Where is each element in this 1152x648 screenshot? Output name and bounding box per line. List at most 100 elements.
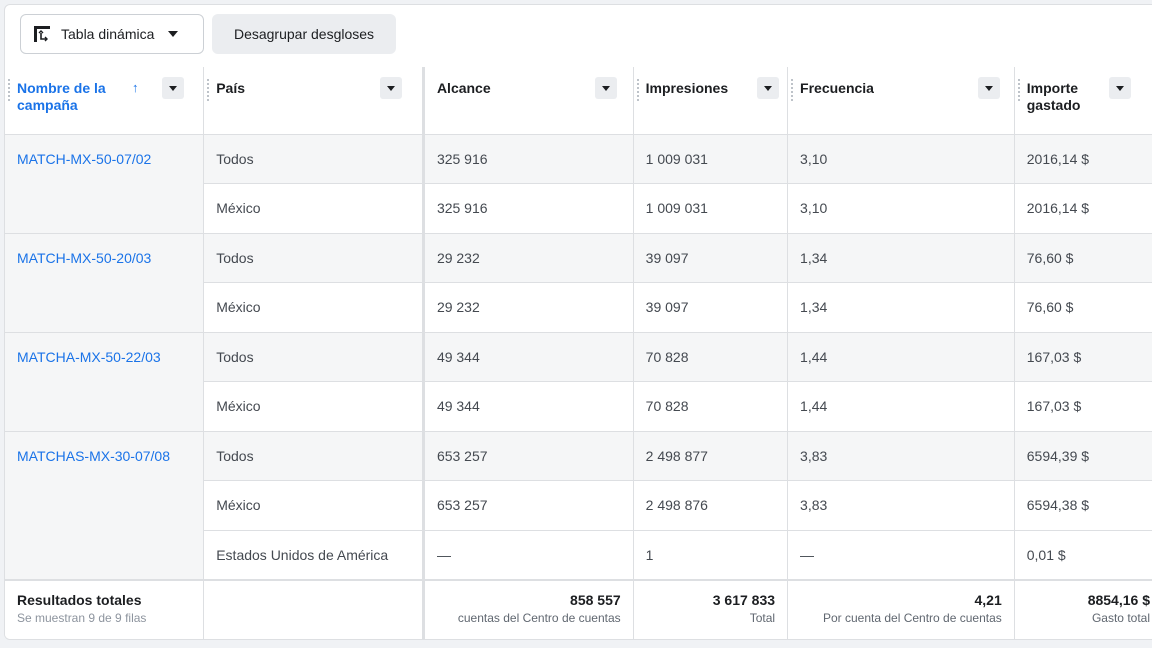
amount-spent-cell: 2016,14 $	[1014, 134, 1152, 184]
caret-down-icon	[763, 85, 772, 91]
column-menu-button[interactable]	[756, 77, 779, 99]
country-cell: Todos	[203, 233, 425, 283]
campaign-name-link[interactable]: MATCH-MX-50-20/03	[17, 250, 152, 266]
impressions-cell: 39 097	[633, 282, 789, 333]
campaign-cell: MATCHA-MX-50-22/03	[5, 332, 205, 382]
totals-impressions-cell: 3 617 833 Total	[633, 578, 789, 639]
pivot-table-label: Tabla dinámica	[61, 26, 155, 42]
impressions-cell: 1	[633, 530, 789, 580]
totals-impressions-value: 3 617 833	[712, 591, 776, 608]
table-row: MATCH-MX-50-07/02 Todos 325 916 1 009 03…	[5, 134, 1152, 184]
campaign-name-link[interactable]: MATCHA-MX-50-22/03	[17, 349, 161, 365]
country-cell: México	[203, 282, 425, 333]
reach-cell: 49 344	[423, 381, 634, 432]
table-header-row: Nombre de la campaña ↑ País Alcance Impr…	[5, 67, 1152, 135]
frequency-cell: 1,44	[787, 332, 1015, 382]
frequency-cell: 3,10	[787, 183, 1015, 234]
totals-country-cell	[203, 578, 425, 639]
impressions-cell: 70 828	[633, 381, 789, 432]
column-header-label: Importe gastado	[1026, 80, 1081, 113]
column-drag-handle[interactable]	[1017, 79, 1020, 101]
column-drag-handle[interactable]	[207, 79, 210, 101]
campaign-cell	[5, 480, 205, 530]
campaign-cell	[5, 183, 205, 234]
frequency-cell: —	[787, 530, 1015, 580]
frequency-cell: 1,34	[787, 233, 1015, 283]
totals-reach-value: 858 557	[570, 591, 621, 608]
amount-spent-cell: 0,01 $	[1014, 530, 1152, 580]
totals-amount-spent-cell: 8854,16 $ Gasto total	[1014, 578, 1152, 639]
reach-cell: 49 344	[423, 332, 634, 382]
frequency-cell: 3,83	[787, 431, 1015, 481]
reach-cell: 325 916	[423, 134, 634, 184]
totals-impressions-label: Total	[749, 610, 776, 625]
table-row: México 29 232 39 097 1,34 76,60 $	[5, 282, 1152, 333]
results-table: Nombre de la campaña ↑ País Alcance Impr…	[5, 67, 1152, 639]
table-row: México 325 916 1 009 031 3,10 2016,14 $	[5, 183, 1152, 234]
totals-spent-value: 8854,16 $	[1087, 591, 1150, 608]
impressions-cell: 1 009 031	[633, 134, 789, 184]
caret-down-icon	[169, 85, 177, 91]
column-drag-handle[interactable]	[636, 79, 639, 101]
column-header-label: Impresiones	[645, 80, 729, 96]
reach-cell: 325 916	[423, 183, 634, 234]
totals-frequency-label: Por cuenta del Centro de cuentas	[822, 610, 1002, 625]
table-row: MATCH-MX-50-20/03 Todos 29 232 39 097 1,…	[5, 233, 1152, 283]
column-menu-button[interactable]	[380, 77, 403, 99]
column-header-label: Nombre de la campaña	[17, 80, 106, 113]
column-header-reach[interactable]: Alcance	[423, 67, 634, 135]
totals-title-cell: Resultados totales Se muestran 9 de 9 fi…	[5, 578, 205, 639]
column-header-label: Frecuencia	[800, 80, 874, 96]
amount-spent-cell: 6594,39 $	[1014, 431, 1152, 481]
impressions-cell: 2 498 876	[633, 480, 789, 531]
column-header-campaign[interactable]: Nombre de la campaña ↑	[5, 67, 205, 135]
column-header-frequency[interactable]: Frecuencia	[787, 67, 1015, 135]
toolbar: Tabla dinámica Desagrupar desgloses	[5, 5, 1152, 67]
country-cell: Todos	[203, 134, 425, 184]
column-menu-button[interactable]	[978, 77, 1001, 99]
totals-reach-cell: 858 557 cuentas del Centro de cuentas	[423, 578, 634, 639]
amount-spent-cell: 2016,14 $	[1014, 183, 1152, 234]
campaign-cell	[5, 381, 205, 432]
ungroup-breakdowns-button[interactable]: Desagrupar desgloses	[212, 14, 396, 54]
reach-cell: 29 232	[423, 233, 634, 283]
amount-spent-cell: 167,03 $	[1014, 381, 1152, 432]
column-drag-handle[interactable]	[8, 79, 10, 101]
reach-cell: 653 257	[423, 480, 634, 531]
impressions-cell: 2 498 877	[633, 431, 789, 481]
campaign-cell: MATCH-MX-50-20/03	[5, 233, 205, 283]
caret-down-icon	[387, 85, 396, 91]
totals-frequency-cell: 4,21 Por cuenta del Centro de cuentas	[787, 578, 1015, 639]
country-cell: México	[203, 183, 425, 234]
column-menu-button[interactable]	[1108, 77, 1131, 99]
reach-cell: 29 232	[423, 282, 634, 333]
pivot-table-button[interactable]: Tabla dinámica	[20, 14, 204, 54]
impressions-cell: 1 009 031	[633, 183, 789, 234]
campaign-name-link[interactable]: MATCHAS-MX-30-07/08	[17, 448, 171, 464]
column-header-country[interactable]: País	[203, 67, 425, 135]
frequency-cell: 1,44	[787, 381, 1015, 432]
sort-ascending-icon[interactable]: ↑	[132, 80, 139, 95]
caret-down-icon	[168, 31, 179, 37]
totals-row-count: Se muestran 9 de 9 filas	[17, 610, 147, 625]
campaign-name-link[interactable]: MATCH-MX-50-07/02	[17, 151, 152, 167]
column-drag-handle[interactable]	[791, 79, 794, 101]
frequency-cell: 1,34	[787, 282, 1015, 333]
table-row: MATCHA-MX-50-22/03 Todos 49 344 70 828 1…	[5, 332, 1152, 382]
table-row: México 49 344 70 828 1,44 167,03 $	[5, 381, 1152, 432]
country-cell: Estados Unidos de América	[203, 530, 425, 580]
campaign-cell: MATCHAS-MX-30-07/08	[5, 431, 205, 481]
reach-cell: 653 257	[423, 431, 634, 481]
table-row: México 653 257 2 498 876 3,83 6594,38 $	[5, 480, 1152, 531]
caret-down-icon	[985, 85, 994, 91]
campaign-cell: MATCH-MX-50-07/02	[5, 134, 205, 184]
impressions-cell: 70 828	[633, 332, 789, 382]
column-header-amount-spent[interactable]: Importe gastado	[1014, 67, 1152, 135]
column-menu-button[interactable]	[594, 77, 617, 99]
totals-title: Resultados totales	[17, 591, 142, 608]
totals-row: Resultados totales Se muestran 9 de 9 fi…	[5, 578, 1152, 639]
totals-reach-label: cuentas del Centro de cuentas	[457, 610, 621, 625]
column-header-impressions[interactable]: Impresiones	[633, 67, 789, 135]
campaign-cell	[5, 282, 205, 333]
column-menu-button[interactable]	[162, 77, 184, 99]
